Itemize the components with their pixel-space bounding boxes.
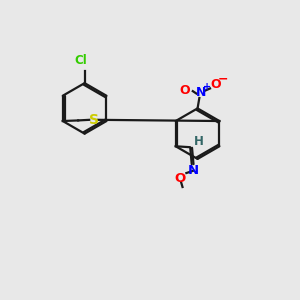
Text: +: + (203, 82, 211, 92)
Text: −: − (217, 73, 228, 86)
Text: N: N (188, 164, 199, 177)
Text: Cl: Cl (75, 54, 87, 67)
Text: S: S (88, 113, 99, 127)
Text: H: H (194, 135, 203, 148)
Text: N: N (196, 85, 207, 98)
Text: O: O (174, 172, 185, 184)
Text: O: O (180, 84, 190, 97)
Text: O: O (211, 78, 221, 91)
